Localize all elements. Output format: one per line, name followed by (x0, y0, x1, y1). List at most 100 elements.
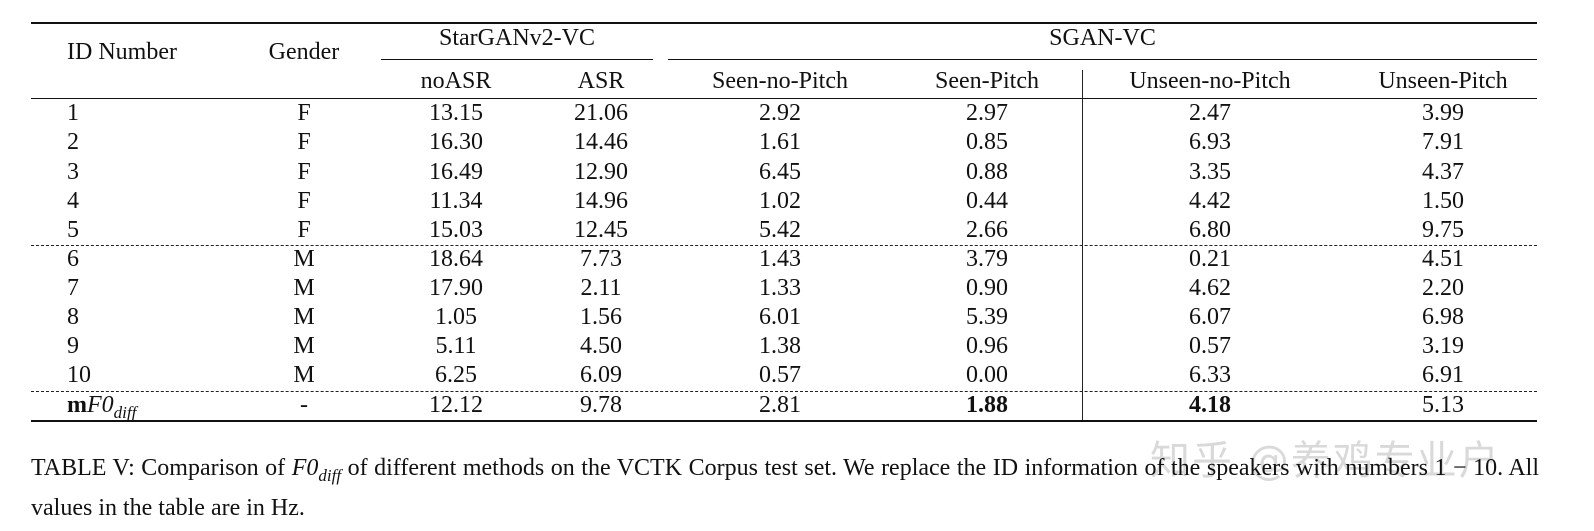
row-value: 2.47 (1189, 100, 1231, 126)
row-id: 7 (67, 275, 79, 301)
row-gender: F (297, 159, 311, 185)
row-value: 2.66 (966, 217, 1008, 243)
row-value: 2.92 (759, 100, 801, 126)
mean-separator-dashed (31, 391, 1537, 392)
row-value: 4.42 (1189, 188, 1231, 214)
row-value: 7.73 (580, 246, 622, 272)
seen-unseen-divider (1082, 70, 1084, 420)
row-gender: M (293, 362, 315, 388)
header-gender: Gender (268, 39, 340, 65)
header-group-sgan: SGAN-VC (1049, 25, 1156, 51)
row-value: 0.85 (966, 129, 1008, 155)
row-value: 1.38 (759, 333, 801, 359)
row-value: 4.51 (1422, 246, 1464, 272)
row-id: 10 (67, 362, 91, 388)
row-value: 16.49 (429, 159, 483, 185)
sgan-group-rule (668, 59, 1537, 61)
row-value: 0.88 (966, 159, 1008, 185)
row-gender: F (297, 129, 311, 155)
row-value: 3.35 (1189, 159, 1231, 185)
mean-row-gender: - (300, 392, 308, 418)
table-caption: TABLE V: Comparison of F0diff of differe… (31, 452, 1539, 524)
row-id: 6 (67, 246, 79, 272)
row-value: 3.99 (1422, 100, 1464, 126)
header-col-asr: ASR (577, 68, 625, 94)
row-value: 1.05 (435, 304, 477, 330)
row-gender: F (297, 100, 311, 126)
row-value: 7.91 (1422, 129, 1464, 155)
row-id: 2 (67, 129, 79, 155)
row-value: 6.09 (580, 362, 622, 388)
row-value: 14.46 (574, 129, 628, 155)
row-value: 6.07 (1189, 304, 1231, 330)
row-value: 2.97 (966, 100, 1008, 126)
row-value: 18.64 (429, 246, 483, 272)
row-id: 4 (67, 188, 79, 214)
row-value: 6.45 (759, 159, 801, 185)
row-value: 4.37 (1422, 159, 1464, 185)
row-value: 2.20 (1422, 275, 1464, 301)
caption-math: F0 (291, 455, 319, 481)
row-value: 0.57 (759, 362, 801, 388)
top-rule (31, 22, 1537, 24)
mean-label-math: F0 (87, 392, 114, 418)
row-value: 6.25 (435, 362, 477, 388)
row-value: 6.33 (1189, 362, 1231, 388)
row-value: 4.50 (580, 333, 622, 359)
mean-row-unseen-no-pitch: 4.18 (1189, 392, 1231, 418)
caption-part2: of different methods on the VCTK Corpus … (341, 455, 1435, 481)
row-value: 5.42 (759, 217, 801, 243)
row-value: 1.02 (759, 188, 801, 214)
row-id: 8 (67, 304, 79, 330)
caption-range: 1 − 10 (1434, 455, 1498, 481)
row-id: 5 (67, 217, 79, 243)
row-value: 4.62 (1189, 275, 1231, 301)
mean-row-noasr: 12.12 (429, 392, 483, 418)
row-value: 9.75 (1422, 217, 1464, 243)
row-value: 1.43 (759, 246, 801, 272)
bottom-rule (31, 420, 1537, 422)
row-value: 0.96 (966, 333, 1008, 359)
gender-separator-dashed (31, 245, 1537, 246)
row-value: 12.90 (574, 159, 628, 185)
row-value: 3.79 (966, 246, 1008, 272)
row-value: 1.56 (580, 304, 622, 330)
caption-part1: TABLE V: Comparison of (31, 455, 292, 481)
header-col-unseen-pitch: Unseen-Pitch (1378, 68, 1508, 94)
row-value: 14.96 (574, 188, 628, 214)
row-value: 21.06 (574, 100, 628, 126)
header-col-unseen-no-pitch: Unseen-no-Pitch (1129, 68, 1291, 94)
row-gender: M (293, 304, 315, 330)
row-gender: M (293, 275, 315, 301)
mean-label-prefix: m (67, 392, 87, 418)
header-id-number: ID Number (67, 39, 177, 65)
header-col-seen-no-pitch: Seen-no-Pitch (712, 68, 848, 94)
row-value: 6.80 (1189, 217, 1231, 243)
mean-row-asr: 9.78 (580, 392, 622, 418)
row-value: 12.45 (574, 217, 628, 243)
watermark: 知乎 @养鸡专业户 (1150, 438, 1501, 484)
row-value: 0.90 (966, 275, 1008, 301)
header-bottom-rule (31, 98, 1537, 100)
row-value: 0.21 (1189, 246, 1231, 272)
row-value: 1.50 (1422, 188, 1464, 214)
mean-row-unseen-pitch: 5.13 (1422, 392, 1464, 418)
row-id: 1 (67, 100, 79, 126)
mean-label-sub: diff (113, 402, 137, 422)
row-value: 13.15 (429, 100, 483, 126)
mean-row-seen-pitch: 1.88 (966, 392, 1008, 418)
row-value: 5.39 (966, 304, 1008, 330)
header-col-seen-pitch: Seen-Pitch (935, 68, 1039, 94)
row-value: 2.11 (580, 275, 622, 301)
row-value: 16.30 (429, 129, 483, 155)
row-value: 3.19 (1422, 333, 1464, 359)
row-gender: M (293, 333, 315, 359)
row-value: 1.61 (759, 129, 801, 155)
mean-row-seen-no-pitch: 2.81 (759, 392, 801, 418)
header-group-stargan: StarGANv2-VC (439, 25, 595, 51)
row-value: 17.90 (429, 275, 483, 301)
stargan-group-rule (381, 59, 653, 61)
row-value: 6.98 (1422, 304, 1464, 330)
row-gender: M (293, 246, 315, 272)
row-value: 6.91 (1422, 362, 1464, 388)
